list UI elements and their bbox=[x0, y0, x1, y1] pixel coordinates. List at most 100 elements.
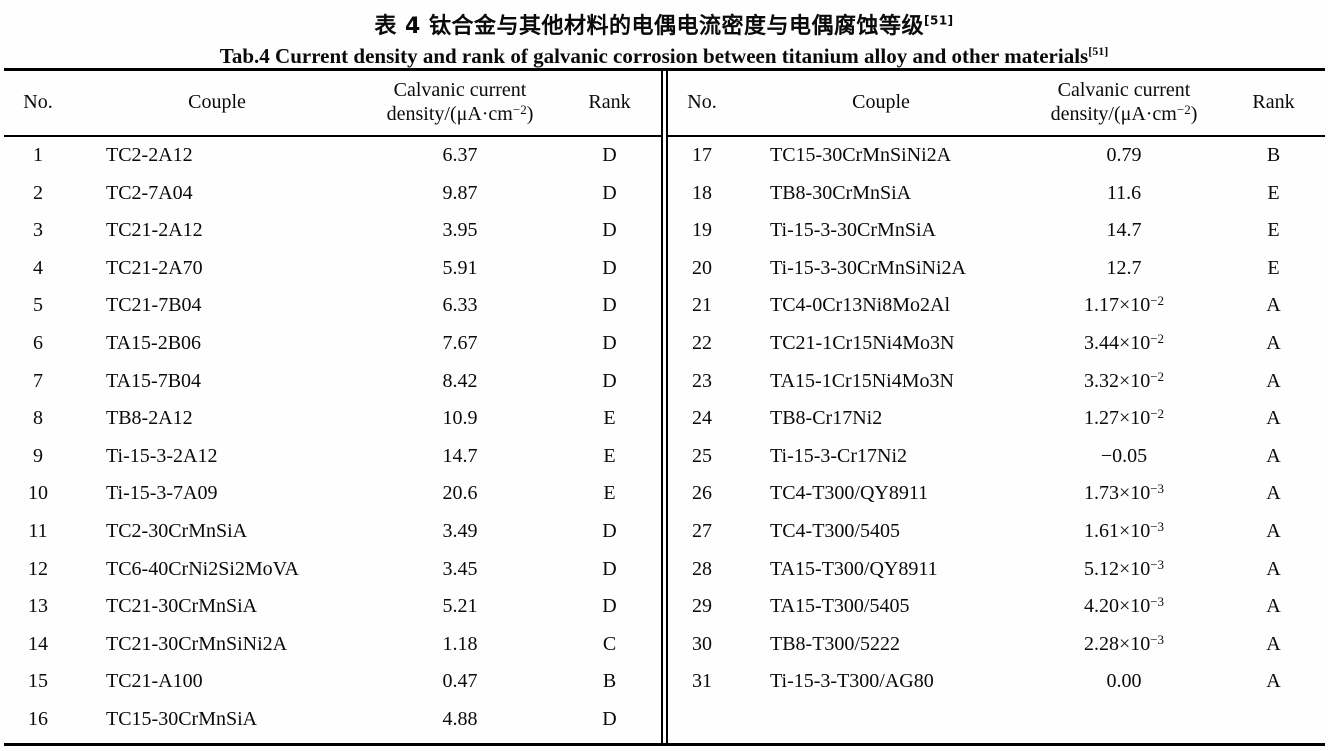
couple-cell: TC21-7B04 bbox=[72, 287, 362, 325]
rank-cell: A bbox=[1222, 513, 1325, 551]
couple-cell: TC21-2A12 bbox=[72, 212, 362, 250]
row-number-cell: 31 bbox=[668, 663, 736, 701]
rank-cell: D bbox=[558, 175, 661, 213]
col-header-no: No. bbox=[668, 71, 736, 135]
rank-value: C bbox=[602, 632, 617, 655]
couple-value: TB8-30CrMnSiA bbox=[770, 181, 912, 204]
couple-value: TC21-2A12 bbox=[106, 219, 203, 242]
couple-value: TB8-Cr17Ni2 bbox=[770, 407, 883, 430]
rank-value: D bbox=[602, 369, 617, 392]
couple-value: Ti-15-3-30CrMnSiNi2A bbox=[770, 256, 966, 279]
row-number: 4 bbox=[33, 256, 43, 279]
couple-value: TC2-30CrMnSiA bbox=[106, 519, 248, 542]
table-row: 21 TC4-0Cr13Ni8Mo2Al 1.17×10−2 A bbox=[668, 287, 1325, 325]
density-cell: 6.33 bbox=[362, 287, 558, 325]
col-header-couple: Couple bbox=[72, 71, 362, 135]
couple-cell: TA15-1Cr15Ni4Mo3N bbox=[736, 363, 1026, 401]
table-header-row: No. Couple Calvanic current density/(μA·… bbox=[4, 71, 661, 137]
row-number: 14 bbox=[28, 632, 48, 655]
couple-value: TC15-30CrMnSiNi2A bbox=[770, 144, 952, 166]
couple-cell: TB8-T300/5222 bbox=[736, 626, 1026, 664]
rank-value: A bbox=[1266, 482, 1281, 505]
density-cell: 4.20×10−3 bbox=[1026, 588, 1222, 626]
density-cell: 1.17×10−2 bbox=[1026, 287, 1222, 325]
row-number: 3 bbox=[33, 219, 43, 242]
density-value: 1.61×10 bbox=[1083, 519, 1151, 542]
density-unit-exponent: −2 bbox=[512, 102, 527, 117]
rank-cell: A bbox=[1222, 551, 1325, 589]
rank-value: A bbox=[1266, 444, 1281, 467]
table-row: 7 TA15-7B04 8.42 D bbox=[4, 363, 661, 401]
rank-value: E bbox=[603, 407, 616, 430]
row-number: 31 bbox=[692, 670, 712, 693]
rank-cell: E bbox=[558, 438, 661, 476]
couple-value: TA15-7B04 bbox=[106, 369, 202, 392]
rank-cell: D bbox=[558, 588, 661, 626]
row-number: 5 bbox=[33, 294, 43, 317]
couple-value: TC21-1Cr15Ni4Mo3N bbox=[770, 331, 955, 354]
table-row: 17 TC15-30CrMnSiNi2A 0.79 B bbox=[668, 137, 1325, 175]
rank-value: E bbox=[1267, 256, 1280, 279]
density-value: 5.21 bbox=[442, 595, 478, 618]
couple-cell: TA15-7B04 bbox=[72, 363, 362, 401]
couple-value: TC6-40CrNi2Si2MoVA bbox=[106, 557, 299, 580]
rank-value: A bbox=[1266, 331, 1281, 354]
rank-value: D bbox=[602, 219, 617, 242]
density-cell: 11.6 bbox=[1026, 175, 1222, 213]
density-exponent: −3 bbox=[1150, 631, 1165, 647]
density-cell: 4.88 bbox=[362, 701, 558, 739]
row-number-cell: 1 bbox=[4, 137, 72, 175]
density-cell: 1.73×10−3 bbox=[1026, 475, 1222, 513]
density-value: 0.47 bbox=[442, 670, 478, 693]
density-value: 3.95 bbox=[442, 219, 478, 242]
table-vertical-divider bbox=[661, 71, 668, 743]
row-number: 21 bbox=[692, 294, 712, 317]
rank-cell: E bbox=[1222, 250, 1325, 288]
row-number-cell: 15 bbox=[4, 663, 72, 701]
density-cell: −0.05 bbox=[1026, 438, 1222, 476]
couple-cell: Ti-15-3-Cr17Ni2 bbox=[736, 438, 1026, 476]
table-row: 15 TC21-A100 0.47 B bbox=[4, 663, 661, 701]
rank-value: A bbox=[1266, 294, 1281, 317]
rank-value: D bbox=[602, 181, 617, 204]
rank-value: D bbox=[602, 331, 617, 354]
density-value: 0.00 bbox=[1106, 670, 1142, 693]
rank-value: D bbox=[602, 294, 617, 317]
row-number: 28 bbox=[692, 557, 712, 580]
density-exponent: −2 bbox=[1150, 368, 1165, 384]
density-unit-exponent: −2 bbox=[1176, 102, 1191, 117]
couple-cell: TA15-T300/5405 bbox=[736, 588, 1026, 626]
density-cell: 3.95 bbox=[362, 212, 558, 250]
table-row: 5 TC21-7B04 6.33 D bbox=[4, 287, 661, 325]
density-cell: 9.87 bbox=[362, 175, 558, 213]
density-value: 4.20×10 bbox=[1083, 595, 1151, 618]
couple-value: TC21-2A70 bbox=[106, 256, 203, 279]
density-cell: 1.61×10−3 bbox=[1026, 513, 1222, 551]
col-header-no: No. bbox=[4, 71, 72, 135]
row-number-cell: 29 bbox=[668, 588, 736, 626]
density-cell: 7.67 bbox=[362, 325, 558, 363]
row-number-cell: 10 bbox=[4, 475, 72, 513]
couple-value: TC2-2A12 bbox=[106, 144, 193, 166]
row-number: 13 bbox=[28, 595, 48, 618]
table-row: 19 Ti-15-3-30CrMnSiA 14.7 E bbox=[668, 212, 1325, 250]
couple-cell: Ti-15-3-7A09 bbox=[72, 475, 362, 513]
col-header-density-line1: Calvanic current bbox=[393, 79, 527, 102]
density-value: 12.7 bbox=[1106, 256, 1142, 279]
table-row: 23 TA15-1Cr15Ni4Mo3N 3.32×10−2 A bbox=[668, 363, 1325, 401]
couple-value: TC21-A100 bbox=[106, 670, 203, 693]
col-header-couple-label: Couple bbox=[188, 91, 246, 114]
row-number-cell: 5 bbox=[4, 287, 72, 325]
row-number: 22 bbox=[692, 331, 712, 354]
density-cell: 14.7 bbox=[1026, 212, 1222, 250]
couple-cell: TC2-30CrMnSiA bbox=[72, 513, 362, 551]
row-number: 7 bbox=[33, 369, 43, 392]
density-value: 4.88 bbox=[442, 707, 478, 730]
density-value: 11.6 bbox=[1106, 181, 1142, 204]
density-cell: 3.49 bbox=[362, 513, 558, 551]
density-value: 5.12×10 bbox=[1083, 557, 1151, 580]
density-cell: 6.37 bbox=[362, 137, 558, 175]
couple-value: TC21-30CrMnSiA bbox=[106, 595, 258, 618]
couple-cell: TB8-30CrMnSiA bbox=[736, 175, 1026, 213]
density-cell: 10.9 bbox=[362, 400, 558, 438]
